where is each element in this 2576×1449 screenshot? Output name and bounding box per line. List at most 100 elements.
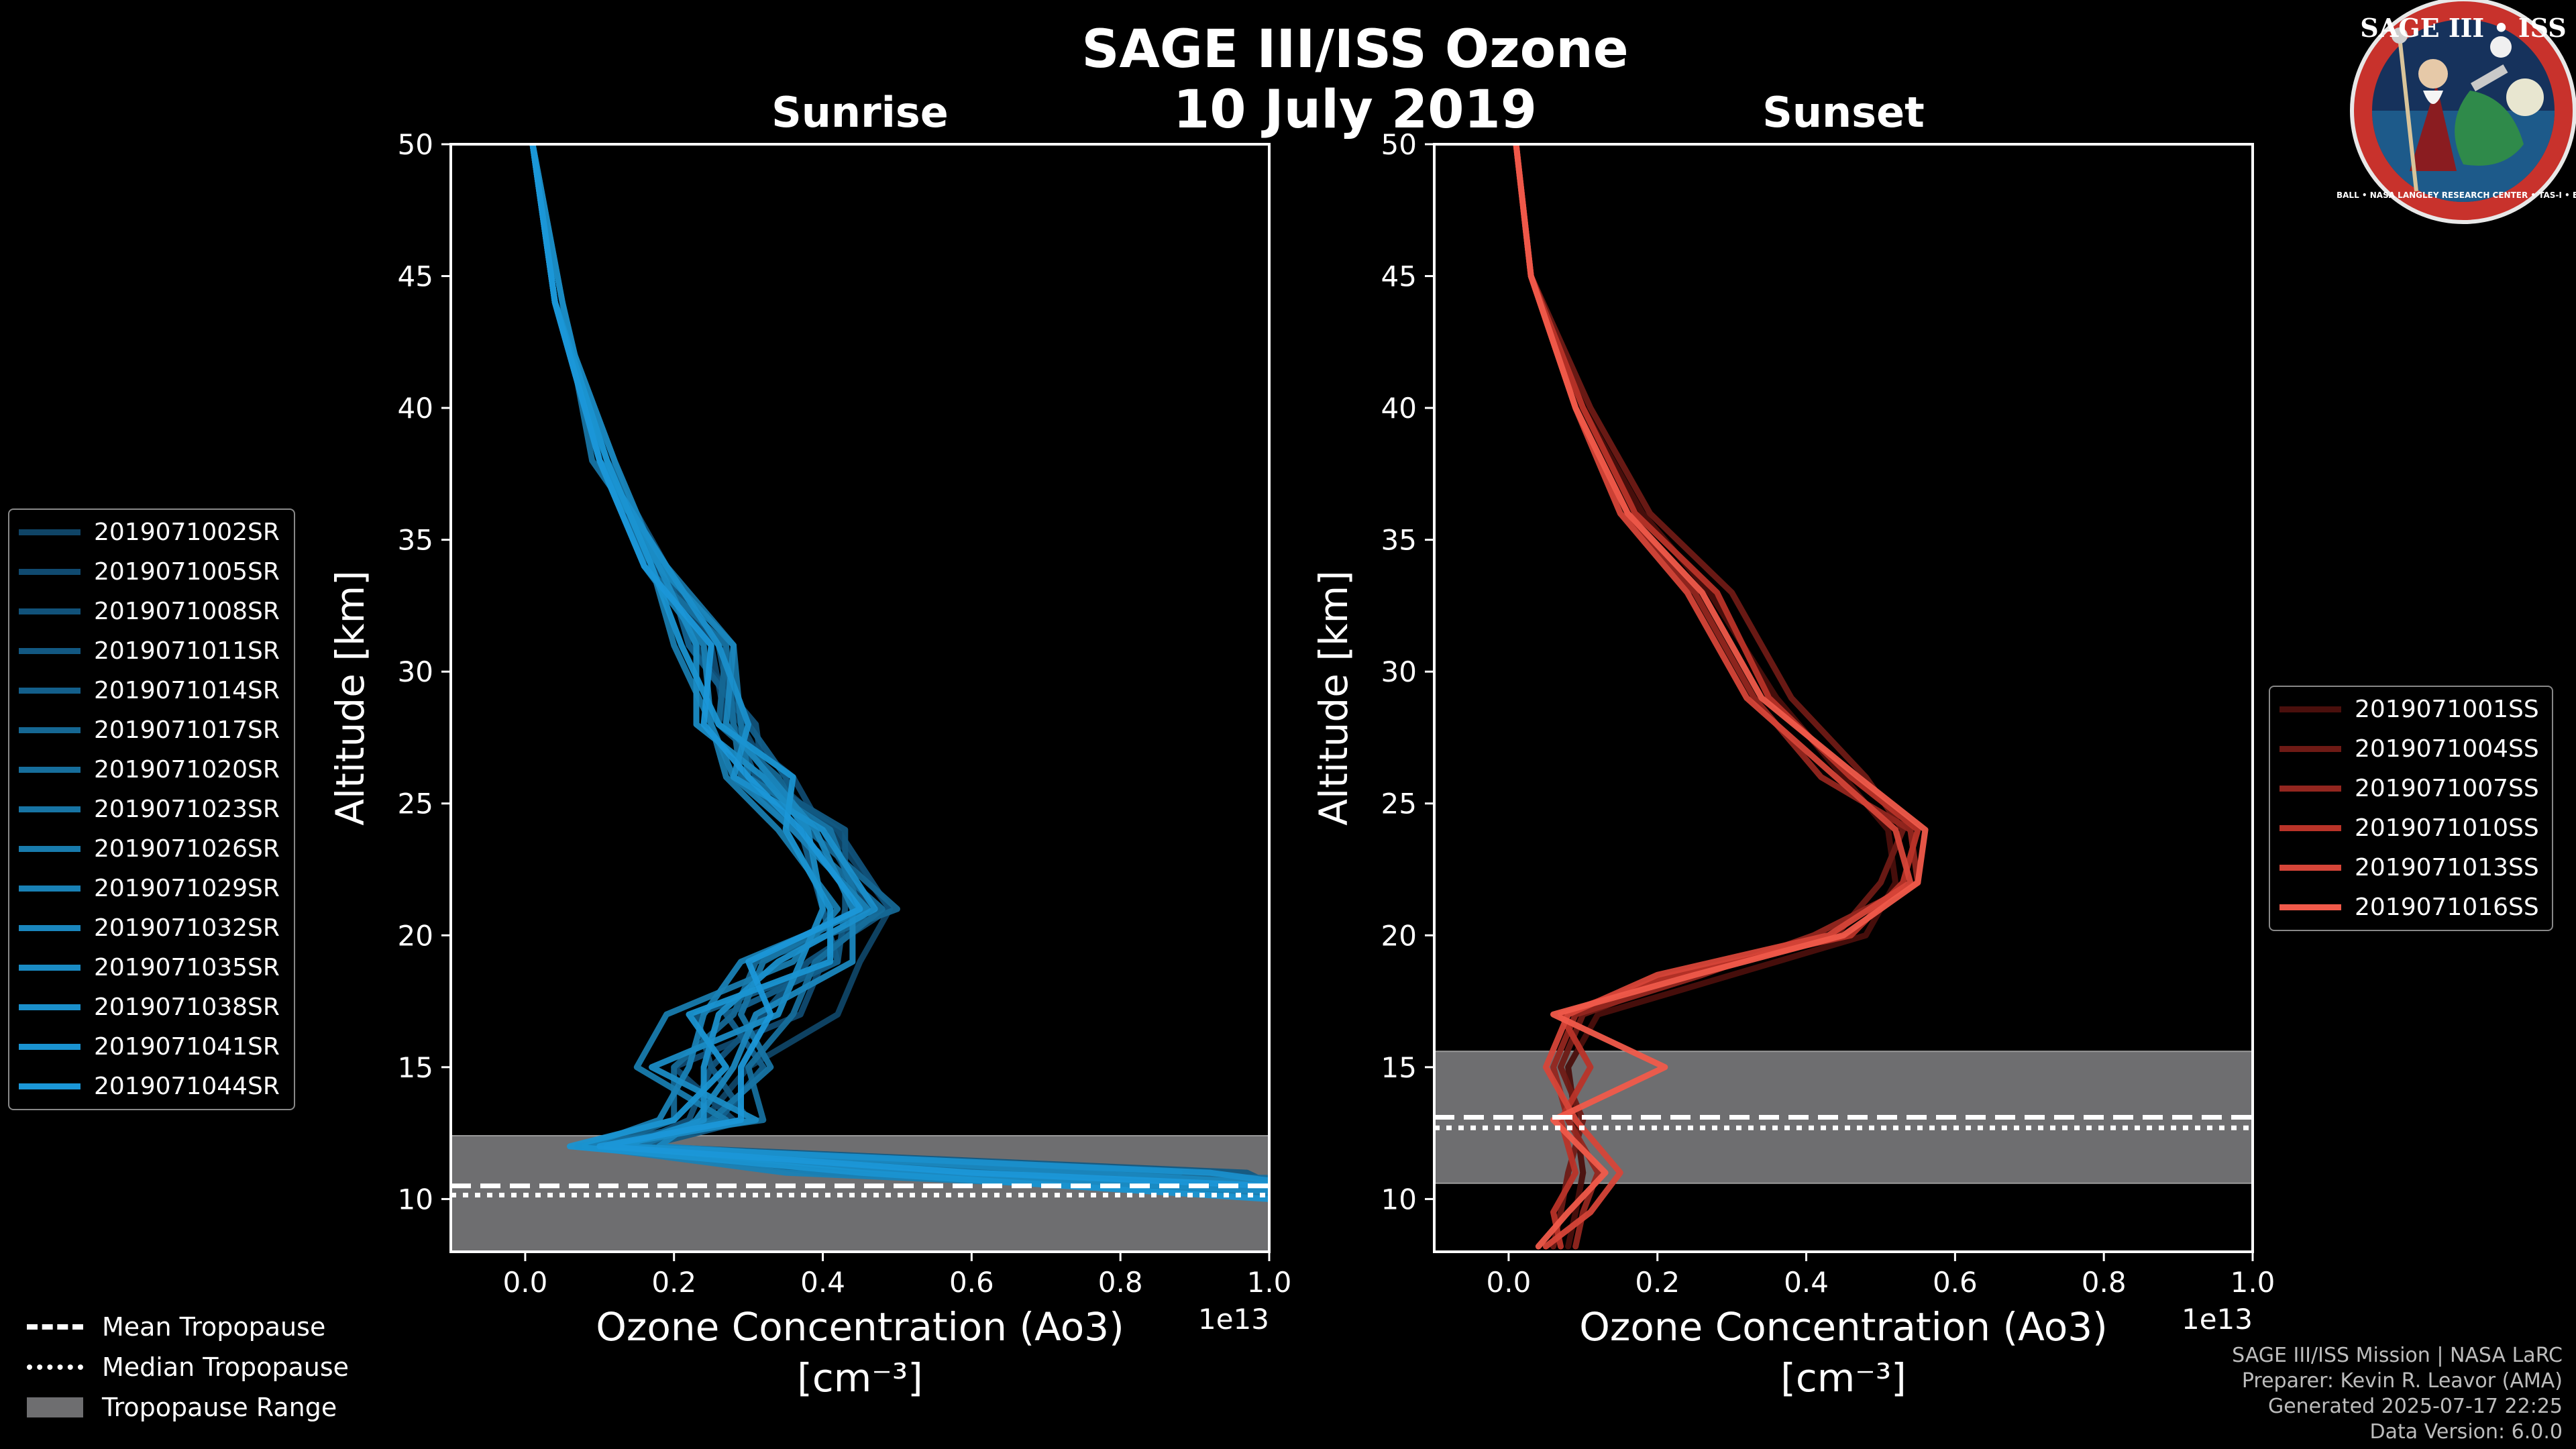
profile-2019071044SR xyxy=(529,144,1269,1189)
x-tick-label: 0.6 xyxy=(1933,1266,1978,1299)
profile-2019071020SR xyxy=(529,144,1269,1181)
axes-frame xyxy=(449,143,1271,1253)
y-tick-label: 25 xyxy=(398,788,433,820)
y-tick-label: 15 xyxy=(398,1051,433,1084)
dotted-line-swatch xyxy=(27,1364,83,1370)
x-tick-label: 0.8 xyxy=(1098,1266,1143,1299)
y-tick-label: 35 xyxy=(1381,524,1417,557)
profile-lines xyxy=(529,144,1269,1202)
legend-entry: 2019071023SR xyxy=(9,790,294,829)
y-tick-label: 45 xyxy=(1381,260,1417,293)
sage-logo: SAGE III • ISS BALL • NASA LANGLEY RESEA… xyxy=(2337,0,2576,224)
y-tick-label: 10 xyxy=(398,1183,433,1216)
y-tick-label: 35 xyxy=(398,524,433,557)
legend-label: 2019071008SR xyxy=(94,598,280,625)
x-tick-label: 1.0 xyxy=(1247,1266,1292,1299)
sunrise-legend: 2019071002SR 2019071005SR 2019071008SR 2019… xyxy=(8,508,295,1110)
legend-label: 2019071032SR xyxy=(94,914,280,942)
legend-entry: 2019071032SR xyxy=(9,908,294,948)
median-tropopause-entry: Median Tropopause xyxy=(27,1347,349,1387)
x-tick-label: 0.8 xyxy=(2082,1266,2127,1299)
profile-2019071010SS xyxy=(1513,144,1921,1250)
legend-label: 2019071010SS xyxy=(2355,814,2539,842)
median-tropopause-label: Median Tropopause xyxy=(102,1352,349,1382)
legend-entry: 2019071017SR xyxy=(9,710,294,750)
legend-swatch xyxy=(19,1004,80,1010)
profile-2019071016SS xyxy=(1513,144,1929,1250)
legend-entry: 2019071007SS xyxy=(2270,769,2552,808)
legend-label: 2019071005SR xyxy=(94,558,280,586)
logo-ring-text: BALL • NASA LANGLEY RESEARCH CENTER • TA… xyxy=(2337,191,2576,200)
legend-label: 2019071023SR xyxy=(94,796,280,823)
legend-swatch xyxy=(2279,786,2341,792)
profile-2019071013SS xyxy=(1513,144,1914,1250)
profile-2019071008SR xyxy=(529,144,1198,1184)
legend-label: 2019071002SR xyxy=(94,519,280,546)
legend-label: 2019071004SS xyxy=(2355,735,2539,763)
legend-swatch xyxy=(19,648,80,654)
legend-label: 2019071011SR xyxy=(94,637,280,665)
legend-label: 2019071020SR xyxy=(94,756,280,784)
x-tick-label: 0.0 xyxy=(1487,1266,1532,1299)
range-swatch xyxy=(27,1397,83,1417)
sunrise-panel: 10 15 20 25 30 35 40 45 50 0.0 0.2 0.4 0.6 0.8 1.0 Sunr… xyxy=(327,88,1291,1401)
profile-2019071017SR xyxy=(529,144,1269,1192)
y-axis-label: Altitude [km] xyxy=(1311,570,1356,825)
legend-entry: 2019071026SR xyxy=(9,829,294,869)
legend-swatch xyxy=(19,806,80,812)
x-offset-label: 1e13 xyxy=(2182,1303,2253,1336)
legend-label: 2019071035SR xyxy=(94,954,280,981)
legend-label: 2019071016SS xyxy=(2355,894,2539,921)
legend-swatch xyxy=(2279,904,2341,910)
legend-label: 2019071017SR xyxy=(94,716,280,744)
legend-entry: 2019071029SR xyxy=(9,869,294,908)
y-tick-label: 50 xyxy=(398,128,433,161)
profile-2019071002SR xyxy=(529,144,1269,1189)
legend-swatch xyxy=(19,688,80,694)
figure-title-line1: SAGE III/ISS Ozone xyxy=(1081,19,1629,80)
legend-swatch xyxy=(2279,825,2341,831)
y-tick-label: 40 xyxy=(1381,392,1417,425)
footer-generated: Generated 2025-07-17 22:25 xyxy=(2267,1395,2563,1418)
profile-2019071011SR xyxy=(529,144,1269,1187)
legend-swatch xyxy=(19,846,80,852)
legend-swatch xyxy=(19,529,80,535)
legend-label: 2019071038SR xyxy=(94,994,280,1021)
logo-text: SAGE III • ISS xyxy=(2360,13,2566,43)
legend-label: 2019071041SR xyxy=(94,1033,280,1061)
profile-lines xyxy=(1513,144,1929,1250)
legend-swatch xyxy=(2279,706,2341,712)
tropopause-range-label: Tropopause Range xyxy=(102,1393,337,1422)
x-tick-label: 0.4 xyxy=(1784,1266,1829,1299)
legend-label: 2019071044SR xyxy=(94,1073,280,1100)
y-tick-label: 40 xyxy=(398,392,433,425)
y-tick-label: 15 xyxy=(1381,1051,1417,1084)
legend-swatch xyxy=(19,1083,80,1089)
legend-label: 2019071029SR xyxy=(94,875,280,902)
mean-tropopause-label: Mean Tropopause xyxy=(102,1312,326,1342)
dashed-line-swatch xyxy=(27,1324,83,1330)
profile-2019071014SR xyxy=(529,144,1269,1195)
profile-2019071035SR xyxy=(529,144,1269,1195)
legend-swatch xyxy=(2279,746,2341,752)
legend-swatch xyxy=(19,885,80,892)
y-tick-label: 10 xyxy=(1381,1183,1417,1216)
x-offset-label: 1e13 xyxy=(1198,1303,1269,1336)
tropopause-range-entry: Tropopause Range xyxy=(27,1387,349,1428)
sunset-panel: 10 15 20 25 30 35 40 45 50 0.0 0.2 0.4 0.6 0.8 1.0 Suns… xyxy=(1311,88,2275,1401)
legend-entry: 2019071016SS xyxy=(2270,888,2552,927)
y-axis-label: Altitude [km] xyxy=(327,570,373,825)
x-axis-unit: [cm⁻³] xyxy=(797,1355,923,1401)
y-tick-label: 45 xyxy=(398,260,433,293)
legend-label: 2019071013SS xyxy=(2355,854,2539,881)
x-tick-label: 1.0 xyxy=(2231,1266,2275,1299)
legend-entry: 2019071005SR xyxy=(9,552,294,592)
x-axis-unit: [cm⁻³] xyxy=(1780,1355,1907,1401)
legend-swatch xyxy=(19,1044,80,1050)
legend-swatch xyxy=(19,608,80,614)
y-tick-label: 20 xyxy=(1381,919,1417,952)
footer-credits: SAGE III/ISS Mission | NASA LaRC Prepare… xyxy=(2232,1343,2563,1445)
profile-2019071032SR xyxy=(529,144,1269,1187)
y-tick-label: 30 xyxy=(398,655,433,688)
